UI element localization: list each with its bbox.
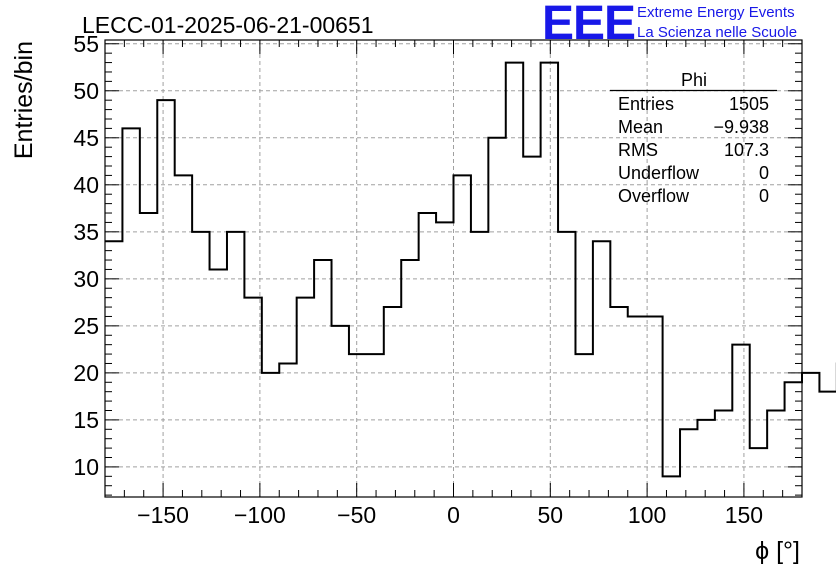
histogram-bin bbox=[454, 175, 471, 497]
histogram-bin bbox=[122, 128, 139, 497]
histogram-bin bbox=[715, 410, 732, 497]
histogram-bin bbox=[785, 382, 802, 497]
histogram-bin bbox=[610, 307, 627, 497]
histogram-bin bbox=[419, 213, 436, 497]
histogram-bin bbox=[105, 241, 122, 497]
stats-label-underflow: Underflow bbox=[618, 163, 700, 183]
histogram-bin bbox=[349, 354, 366, 497]
histogram-bin bbox=[279, 363, 296, 497]
histogram-bin bbox=[802, 373, 819, 497]
histogram-outline bbox=[105, 61, 836, 478]
stats-value-mean: −9.938 bbox=[713, 117, 769, 137]
y-tick-label: 25 bbox=[73, 313, 99, 339]
x-tick-label: −50 bbox=[337, 502, 376, 528]
eee-logo: EEE bbox=[542, 0, 636, 50]
logo-line-1: Extreme Energy Events bbox=[637, 4, 795, 21]
histogram-bin bbox=[244, 298, 261, 497]
logo-line-2: La Scienza nelle Scuole bbox=[637, 24, 798, 41]
histogram-bin bbox=[558, 232, 575, 497]
histogram-bin bbox=[297, 298, 314, 497]
stats-value-entries: 1505 bbox=[729, 94, 769, 114]
x-tick-label: −150 bbox=[137, 502, 189, 528]
x-tick-label: 100 bbox=[628, 502, 666, 528]
grid bbox=[105, 40, 802, 497]
histogram-bin bbox=[332, 326, 349, 497]
histogram-bin bbox=[157, 100, 174, 497]
histogram-bin bbox=[575, 354, 592, 497]
histogram-bin bbox=[366, 354, 383, 497]
stats-label-entries: Entries bbox=[618, 94, 674, 114]
histogram-bin bbox=[192, 232, 209, 497]
chart-title: LECC-01-2025-06-21-00651 bbox=[82, 12, 374, 38]
x-tick-label: −100 bbox=[234, 502, 286, 528]
histogram-bin bbox=[541, 63, 558, 497]
histogram-bin bbox=[593, 241, 610, 497]
histogram-bin bbox=[663, 476, 680, 497]
histogram-bin bbox=[488, 138, 505, 497]
histogram-bin bbox=[628, 316, 645, 497]
histogram-bin bbox=[767, 410, 784, 497]
tick-labels: −150 −100 −50 0 50 100 150 10 15 20 25 30 35 40 45 50 55 bbox=[73, 31, 763, 528]
stats-value-underflow: 0 bbox=[759, 163, 769, 183]
histogram-bin bbox=[436, 222, 453, 497]
y-tick-label: 15 bbox=[73, 407, 99, 433]
y-tick-label: 55 bbox=[73, 31, 99, 57]
y-tick-label: 30 bbox=[73, 266, 99, 292]
stats-title: Phi bbox=[681, 70, 707, 90]
histogram-bin bbox=[140, 213, 157, 497]
y-axis-label: Entries/bin bbox=[10, 41, 38, 159]
stats-label-overflow: Overflow bbox=[618, 186, 690, 206]
histogram-bin bbox=[384, 307, 401, 497]
histogram-bin bbox=[471, 232, 488, 497]
stats-box: Phi Entries 1505 Mean −9.938 RMS 107.3 U… bbox=[610, 70, 777, 206]
y-tick-label: 45 bbox=[73, 125, 99, 151]
y-tick-label: 35 bbox=[73, 219, 99, 245]
y-tick-label: 50 bbox=[73, 78, 99, 104]
y-tick-label: 20 bbox=[73, 360, 99, 386]
histogram-bin bbox=[401, 260, 418, 497]
stats-label-rms: RMS bbox=[618, 140, 658, 160]
histogram-bin bbox=[819, 392, 836, 497]
histogram-bin bbox=[645, 316, 662, 497]
histogram-bin bbox=[227, 232, 244, 497]
histogram-bin bbox=[732, 345, 749, 497]
stats-value-rms: 107.3 bbox=[724, 140, 769, 160]
axis-ticks bbox=[104, 40, 803, 497]
histogram-bin bbox=[210, 269, 227, 497]
stats-label-mean: Mean bbox=[618, 117, 663, 137]
histogram-bin bbox=[314, 260, 331, 497]
y-tick-label: 40 bbox=[73, 172, 99, 198]
histogram-bin bbox=[697, 420, 714, 497]
histogram-bin bbox=[175, 175, 192, 497]
x-tick-label: 50 bbox=[538, 502, 564, 528]
x-axis-label: ϕ [°] bbox=[755, 537, 800, 565]
histogram-bin bbox=[523, 157, 540, 497]
x-tick-label: 0 bbox=[447, 502, 460, 528]
histogram-bin bbox=[680, 429, 697, 497]
histogram-bin bbox=[750, 448, 767, 497]
histogram-bin bbox=[506, 63, 523, 497]
y-tick-label: 10 bbox=[73, 454, 99, 480]
histogram-bin bbox=[262, 373, 279, 497]
histogram bbox=[105, 61, 836, 497]
stats-value-overflow: 0 bbox=[759, 186, 769, 206]
x-tick-label: 150 bbox=[725, 502, 763, 528]
